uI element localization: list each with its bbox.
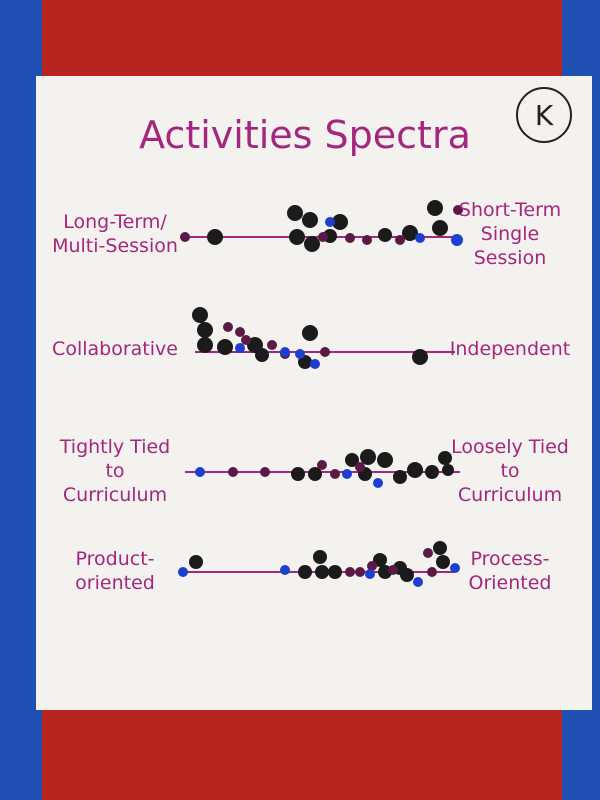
dot — [330, 469, 340, 479]
dot — [373, 478, 383, 488]
dot — [427, 567, 437, 577]
poster — [36, 76, 592, 710]
dot — [328, 565, 342, 579]
dot — [315, 565, 329, 579]
dot — [378, 228, 392, 242]
dot — [317, 460, 327, 470]
dot — [425, 465, 439, 479]
dot — [197, 322, 213, 338]
dot — [302, 212, 318, 228]
dot — [217, 339, 233, 355]
dot — [332, 214, 348, 230]
dot — [178, 567, 188, 577]
dot — [365, 569, 375, 579]
dot — [412, 349, 428, 365]
dot — [197, 337, 213, 353]
dot — [313, 550, 327, 564]
dot — [235, 343, 245, 353]
dot — [360, 449, 376, 465]
dot — [310, 359, 320, 369]
left-label: Tightly Tied — [59, 436, 170, 458]
right-label: Process- — [471, 548, 550, 570]
left-label: Long-Term/ — [63, 211, 167, 233]
dot — [207, 229, 223, 245]
dot — [223, 322, 233, 332]
dot — [342, 469, 352, 479]
right-label: Session — [474, 247, 547, 269]
right-label: Oriented — [469, 572, 552, 594]
dot — [325, 217, 335, 227]
dot — [345, 567, 355, 577]
right-label: Curriculum — [458, 484, 562, 506]
dot — [280, 347, 290, 357]
dot — [287, 205, 303, 221]
dot — [291, 467, 305, 481]
dot — [402, 225, 418, 241]
dot — [318, 232, 328, 242]
dot — [415, 233, 425, 243]
dot — [195, 467, 205, 477]
dot — [260, 467, 270, 477]
right-label: to — [500, 460, 519, 482]
left-label: Multi-Session — [52, 235, 178, 257]
right-label: Loosely Tied — [451, 436, 569, 458]
dot — [400, 568, 414, 582]
dot — [345, 453, 359, 467]
dot — [302, 325, 318, 341]
dot — [241, 335, 251, 345]
title: Activities Spectra — [139, 113, 471, 157]
dot — [280, 565, 290, 575]
left-label: Product- — [76, 548, 155, 570]
dot — [432, 220, 448, 236]
dot — [433, 541, 447, 555]
dot — [355, 567, 365, 577]
dot — [362, 235, 372, 245]
left-label: Collaborative — [52, 338, 178, 360]
dot — [395, 235, 405, 245]
dot — [308, 467, 322, 481]
dot — [235, 327, 245, 337]
dot — [345, 233, 355, 243]
left-label: oriented — [75, 572, 155, 594]
dot — [304, 236, 320, 252]
dot — [355, 462, 365, 472]
dot — [373, 553, 387, 567]
dot — [367, 561, 377, 571]
dots — [178, 200, 463, 587]
dot — [189, 555, 203, 569]
dot — [407, 462, 423, 478]
dot — [267, 340, 277, 350]
dot — [413, 577, 423, 587]
dot — [427, 200, 443, 216]
dot — [436, 555, 450, 569]
dot — [388, 565, 398, 575]
dot — [442, 464, 454, 476]
dot — [180, 232, 190, 242]
dot — [228, 467, 238, 477]
dot — [298, 565, 312, 579]
right-label: Single — [481, 223, 539, 245]
dot — [451, 234, 463, 246]
dot — [377, 452, 393, 468]
dot — [320, 347, 330, 357]
badge-circle — [516, 87, 572, 143]
dot — [393, 470, 407, 484]
dot — [295, 349, 305, 359]
dot — [192, 307, 208, 323]
dot — [453, 205, 463, 215]
badge: K — [535, 99, 554, 132]
right-label: Short-Term — [459, 199, 561, 221]
dot — [450, 563, 460, 573]
dot — [423, 548, 433, 558]
dot — [438, 451, 452, 465]
left-label: to — [105, 460, 124, 482]
right-label: Independent — [450, 338, 570, 360]
dot — [255, 348, 269, 362]
left-label: Curriculum — [63, 484, 167, 506]
dot — [289, 229, 305, 245]
